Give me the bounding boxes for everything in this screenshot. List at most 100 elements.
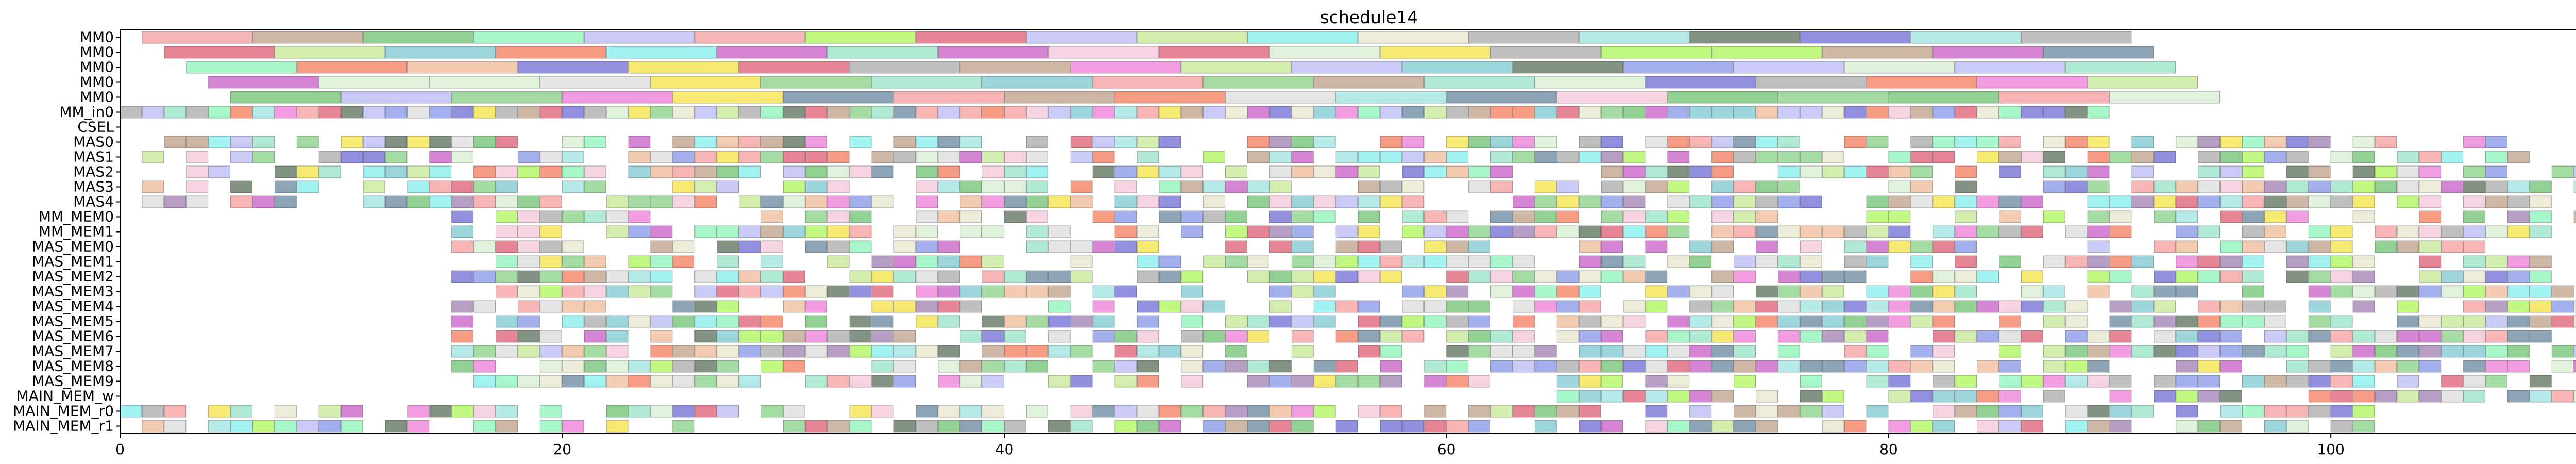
task-bar <box>473 106 496 119</box>
task-bar <box>982 76 1093 89</box>
task-bar <box>208 136 231 148</box>
task-bar <box>1114 285 1137 298</box>
task-bar <box>1667 360 1690 373</box>
task-bar <box>1225 106 1247 119</box>
task-bar <box>1490 225 1513 238</box>
task-bar <box>1844 360 1867 373</box>
task-bar <box>2220 405 2243 418</box>
task-bar <box>1247 360 1269 373</box>
task-bar <box>717 46 827 59</box>
task-bar <box>739 375 761 388</box>
task-bar <box>960 405 982 418</box>
task-bar <box>2109 375 2132 388</box>
task-bar <box>1755 151 1778 163</box>
task-bar <box>1822 46 1933 59</box>
task-bar <box>1977 225 1999 238</box>
task-bar <box>916 405 938 418</box>
task-bar <box>1601 46 1712 59</box>
task-bar <box>1579 345 1601 358</box>
task-bar <box>2485 180 2507 193</box>
task-bar <box>1711 270 1734 283</box>
task-bar <box>1755 195 1778 208</box>
task-bar <box>606 195 629 208</box>
task-bar <box>650 165 673 178</box>
task-bar <box>1114 225 1137 238</box>
task-bar <box>2154 375 2176 388</box>
task-bar <box>584 136 606 148</box>
task-bar <box>1933 360 1955 373</box>
y-tick-label: MM_MEM1 <box>39 223 114 240</box>
task-bar <box>1556 315 1579 328</box>
task-bar <box>2065 255 2088 268</box>
task-bar <box>938 46 1048 59</box>
task-bar <box>1977 300 1999 313</box>
task-bar <box>960 375 982 388</box>
task-bar <box>1689 165 1712 178</box>
task-bar <box>1866 165 1889 178</box>
task-bar <box>1269 315 1292 328</box>
task-bar <box>1755 360 1778 373</box>
task-bar <box>1026 315 1048 328</box>
task-bar <box>2529 375 2552 388</box>
task-bar <box>938 270 960 283</box>
task-bar <box>2154 151 2176 163</box>
task-bar <box>1004 285 1026 298</box>
task-bar <box>805 330 827 343</box>
task-bar <box>2131 195 2154 208</box>
task-bar <box>1181 106 1204 119</box>
task-bar <box>2419 285 2442 298</box>
task-bar <box>1269 420 1292 433</box>
task-bar <box>1114 106 1137 119</box>
task-bar <box>1579 31 1690 44</box>
task-bar <box>893 375 916 388</box>
task-bar <box>805 136 827 148</box>
task-bar <box>2352 270 2375 283</box>
task-bar <box>2308 315 2331 328</box>
task-bar <box>451 195 474 208</box>
task-bar <box>1711 106 1734 119</box>
task-bar <box>539 330 562 343</box>
task-bar <box>2043 106 2065 119</box>
task-bar <box>1137 165 1159 178</box>
task-bar <box>274 106 297 119</box>
task-bar <box>517 195 540 208</box>
task-bar <box>1955 285 1977 298</box>
task-bar <box>849 210 872 223</box>
task-bar <box>672 240 695 253</box>
task-bar <box>1822 151 1844 163</box>
task-bar <box>1137 300 1159 313</box>
task-bar <box>1026 151 1048 163</box>
task-bar <box>1446 285 1469 298</box>
task-bar <box>2397 330 2419 343</box>
task-bar <box>650 360 673 373</box>
task-bar <box>1380 345 1402 358</box>
task-bar <box>1866 225 1889 238</box>
task-bar <box>2021 300 2043 313</box>
task-bar <box>1114 165 1137 178</box>
task-bar <box>1955 270 1977 283</box>
task-bar <box>1313 76 1425 89</box>
task-bar <box>473 375 496 388</box>
task-bar <box>2330 330 2353 343</box>
task-bar <box>1955 195 1977 208</box>
task-bar <box>1623 300 1646 313</box>
task-bar <box>2352 195 2375 208</box>
task-bar <box>893 240 916 253</box>
task-bar <box>495 420 518 433</box>
task-bar <box>1269 151 1292 163</box>
task-bar <box>783 405 805 418</box>
task-bar <box>1601 195 1623 208</box>
task-bar <box>694 180 717 193</box>
task-bar <box>1092 285 1115 298</box>
task-bar <box>1048 330 1071 343</box>
task-bar <box>2286 405 2309 418</box>
task-bar <box>916 345 938 358</box>
task-bar <box>407 195 430 208</box>
task-bar <box>2154 210 2176 223</box>
task-bar <box>296 420 319 433</box>
task-bar <box>1335 270 1358 283</box>
task-bar <box>982 375 1004 388</box>
task-bar <box>1623 360 1646 373</box>
task-bar <box>1534 285 1557 298</box>
task-bar <box>539 300 562 313</box>
